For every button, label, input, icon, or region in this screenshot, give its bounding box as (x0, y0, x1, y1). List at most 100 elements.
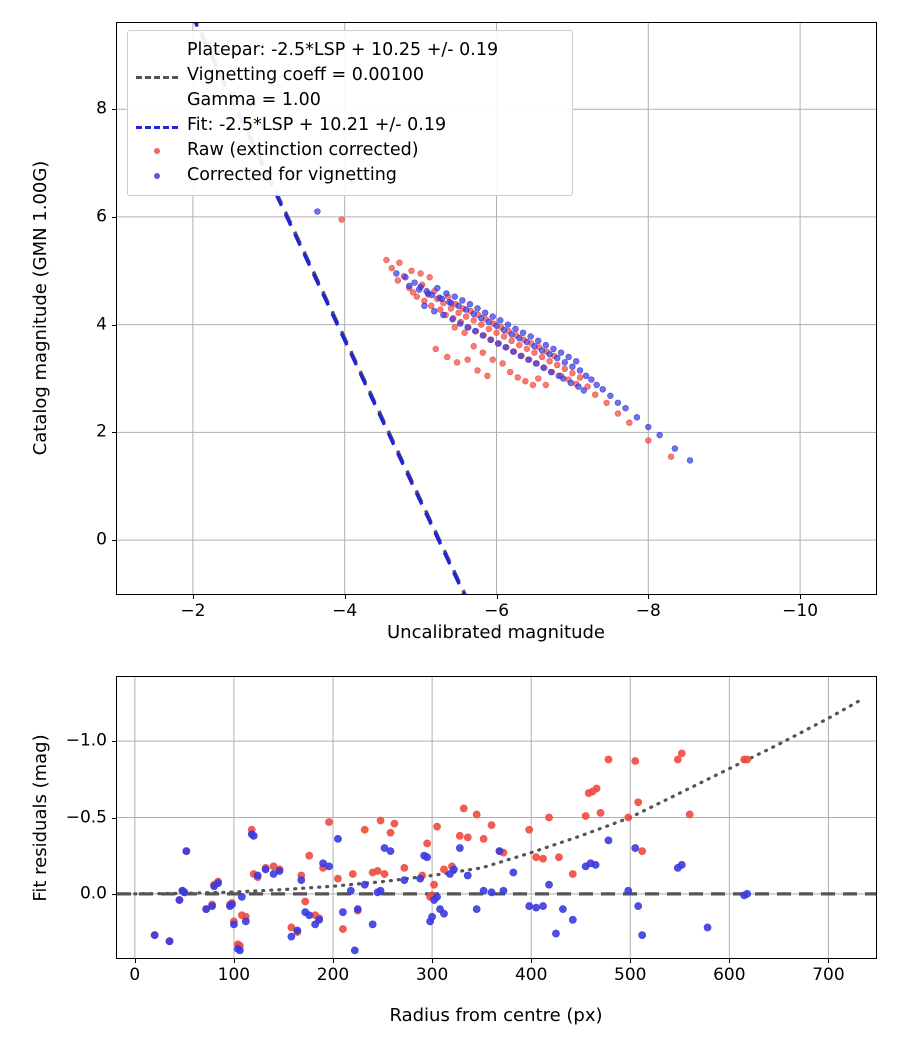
data-point (297, 876, 306, 885)
data-point (634, 902, 643, 910)
legend-entry-label: Vignetting coeff = 0.00100 (187, 65, 425, 85)
x-tick-label: 600 (713, 965, 746, 985)
legend-label-group: Platepar: -2.5*LSP + 10.25 +/- 0.19 Vigne… (187, 38, 498, 113)
data-point (624, 813, 633, 822)
legend-label-group: Fit: -2.5*LSP + 10.21 +/- 0.19 (187, 113, 446, 138)
legend-entry[interactable]: Platepar: -2.5*LSP + 10.25 +/- 0.19 Vigne… (136, 38, 562, 113)
data-point (428, 912, 436, 921)
data-point (433, 822, 441, 831)
data-point (436, 294, 443, 301)
dashed-line-icon (136, 125, 178, 129)
data-point (348, 870, 357, 878)
x-tick-label: 700 (812, 965, 845, 985)
data-point (558, 905, 567, 914)
data-point (237, 893, 246, 901)
x-tick-mark (496, 595, 498, 599)
x-tick-mark (648, 595, 650, 599)
data-point (568, 915, 577, 924)
data-point (334, 834, 342, 843)
data-point (472, 905, 481, 914)
data-point (502, 344, 509, 351)
legend-entry[interactable]: Raw (extinction corrected) (136, 138, 562, 163)
y-tick-mark (112, 741, 116, 743)
data-point (440, 909, 448, 918)
x-tick-label: 100 (217, 965, 251, 985)
x-tick-label: 500 (614, 965, 647, 985)
data-point (409, 289, 417, 296)
data-point (463, 871, 472, 880)
x-tick-mark (729, 959, 731, 963)
data-point (569, 363, 576, 370)
y-tick-label: 8 (96, 98, 107, 119)
data-point (535, 337, 542, 345)
x-tick-label: −4 (332, 601, 358, 621)
data-point (449, 865, 458, 874)
data-point (517, 352, 524, 360)
data-point (538, 353, 546, 361)
data-point (495, 847, 504, 855)
data-point (293, 926, 302, 935)
residuals-plot-area (117, 677, 876, 958)
data-point (165, 937, 174, 946)
x-tick-label: 0 (129, 965, 141, 985)
data-point (428, 302, 435, 310)
data-point (485, 325, 493, 333)
data-point (494, 340, 502, 347)
data-point (334, 874, 342, 883)
data-point (532, 903, 541, 912)
x-tick-mark (134, 959, 136, 963)
plot-legend[interactable]: Platepar: -2.5*LSP + 10.25 +/- 0.19 Vigne… (127, 30, 573, 196)
legend-entry[interactable]: Fit: -2.5*LSP + 10.21 +/- 0.19 (136, 113, 562, 138)
data-point (180, 888, 189, 897)
y-tick-mark (112, 817, 116, 819)
data-point (360, 880, 369, 889)
data-point (592, 784, 601, 793)
legend-label-group: Corrected for vignetting (187, 163, 397, 188)
data-point (604, 755, 613, 764)
data-point (383, 256, 390, 264)
x-tick-label: 300 (415, 965, 449, 985)
legend-entry[interactable]: Corrected for vignetting (136, 163, 562, 188)
data-point (325, 862, 333, 871)
scatter-series (314, 208, 694, 464)
data-point (470, 343, 477, 350)
legend-label-group: Raw (extinction corrected) (187, 138, 419, 163)
scatter-series (150, 830, 752, 955)
data-point (228, 900, 236, 909)
data-point (431, 307, 438, 315)
data-point (455, 844, 464, 852)
calibration-xlabel: Uncalibrated magnitude (386, 622, 606, 643)
data-point (569, 369, 576, 377)
data-point (557, 349, 565, 356)
data-point (423, 853, 432, 862)
data-point (519, 329, 527, 336)
data-point (504, 321, 512, 328)
data-point (447, 305, 455, 312)
legend-entry-label: Raw (extinction corrected) (187, 140, 419, 160)
data-point (489, 356, 496, 363)
data-point (451, 293, 458, 300)
data-point (481, 309, 489, 317)
data-point (415, 286, 423, 293)
data-point (388, 264, 395, 272)
data-point (546, 358, 553, 365)
calibration-ylabel: Catalog magnitude (GMN 1.00G) (30, 160, 51, 456)
data-point (560, 375, 567, 382)
data-point (455, 309, 462, 317)
data-point (540, 364, 547, 371)
y-tick-label: 0 (96, 529, 107, 550)
data-point (376, 886, 385, 895)
data-point (535, 375, 542, 382)
data-point (394, 277, 402, 284)
x-tick-label: 400 (514, 965, 548, 985)
data-point (656, 431, 663, 439)
circle-marker-icon (154, 172, 160, 179)
x-tick-mark (333, 959, 334, 963)
residuals-scatter-layer (117, 677, 876, 958)
data-point (596, 809, 605, 817)
data-point (235, 946, 244, 955)
data-point (493, 329, 500, 336)
x-tick-mark (233, 959, 235, 963)
data-point (487, 336, 494, 343)
data-point (449, 316, 456, 323)
